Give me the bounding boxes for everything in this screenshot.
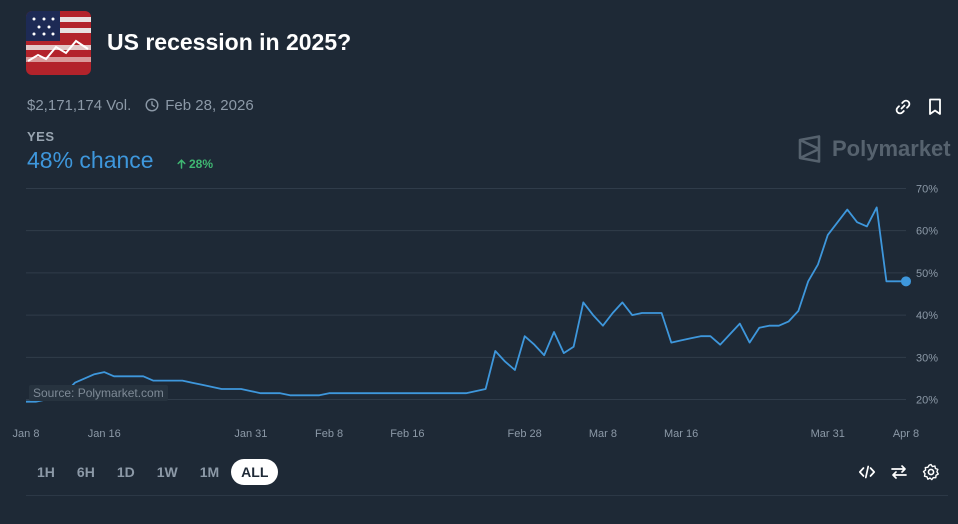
polymarket-logo: Polymarket xyxy=(797,135,951,163)
market-title: US recession in 2025? xyxy=(107,29,352,55)
outcome-label: YES xyxy=(27,129,55,144)
series-line xyxy=(26,206,906,403)
change-badge: 28% xyxy=(177,157,213,171)
range-button-1h[interactable]: 1H xyxy=(37,464,55,480)
x-tick-label: Apr 8 xyxy=(893,428,919,440)
y-tick-label: 70% xyxy=(916,183,938,195)
swap-icon[interactable] xyxy=(888,461,910,483)
x-tick-label: Mar 31 xyxy=(811,428,845,440)
x-tick-label: Mar 8 xyxy=(589,428,617,440)
footer-divider xyxy=(26,495,948,496)
change-value: 28% xyxy=(189,157,214,171)
link-icon[interactable] xyxy=(892,96,914,118)
range-button-all[interactable]: ALL xyxy=(231,459,279,485)
time-range-selector: 1H 6H 1D 1W 1M ALL xyxy=(27,459,280,485)
range-button-1m[interactable]: 1M xyxy=(199,464,220,480)
y-tick-label: 20% xyxy=(916,395,938,407)
last-point xyxy=(901,276,911,287)
range-button-6h[interactable]: 6H xyxy=(76,464,95,480)
price-chart: 20% 30% 40% 50% 60% 70% Jan 8 Jan 16 Jan 31 Feb … xyxy=(13,183,939,440)
market-meta: $2,171,174 Vol. Feb 28, 2026 xyxy=(27,95,254,115)
y-tick-label: 40% xyxy=(916,310,938,322)
x-tick-label: Jan 31 xyxy=(234,428,267,440)
x-tick-label: Jan 8 xyxy=(13,428,40,440)
range-button-1w[interactable]: 1W xyxy=(156,464,178,480)
x-tick-label: Feb 8 xyxy=(315,428,343,440)
x-tick-label: Mar 16 xyxy=(664,428,698,440)
code-icon[interactable] xyxy=(856,461,878,483)
clock-icon xyxy=(145,98,159,112)
source-label: Source: Polymarket.com xyxy=(29,385,168,401)
brand-name: Polymarket xyxy=(832,136,951,161)
y-tick-label: 60% xyxy=(916,226,938,238)
x-tick-label: Feb 28 xyxy=(508,428,542,440)
arrow-up-icon xyxy=(177,159,186,169)
market-thumbnail xyxy=(26,11,91,75)
x-tick-label: Jan 16 xyxy=(88,428,121,440)
bookmark-icon[interactable] xyxy=(924,96,946,118)
gear-icon[interactable] xyxy=(920,461,942,483)
volume-text: $2,171,174 Vol. xyxy=(27,96,132,114)
y-tick-label: 50% xyxy=(916,268,938,280)
range-button-1d[interactable]: 1D xyxy=(116,464,135,480)
x-tick-label: Feb 16 xyxy=(390,428,424,440)
y-tick-label: 30% xyxy=(916,352,938,364)
end-date-text: Feb 28, 2026 xyxy=(165,96,254,114)
chance-value: 48% chance xyxy=(27,147,154,173)
